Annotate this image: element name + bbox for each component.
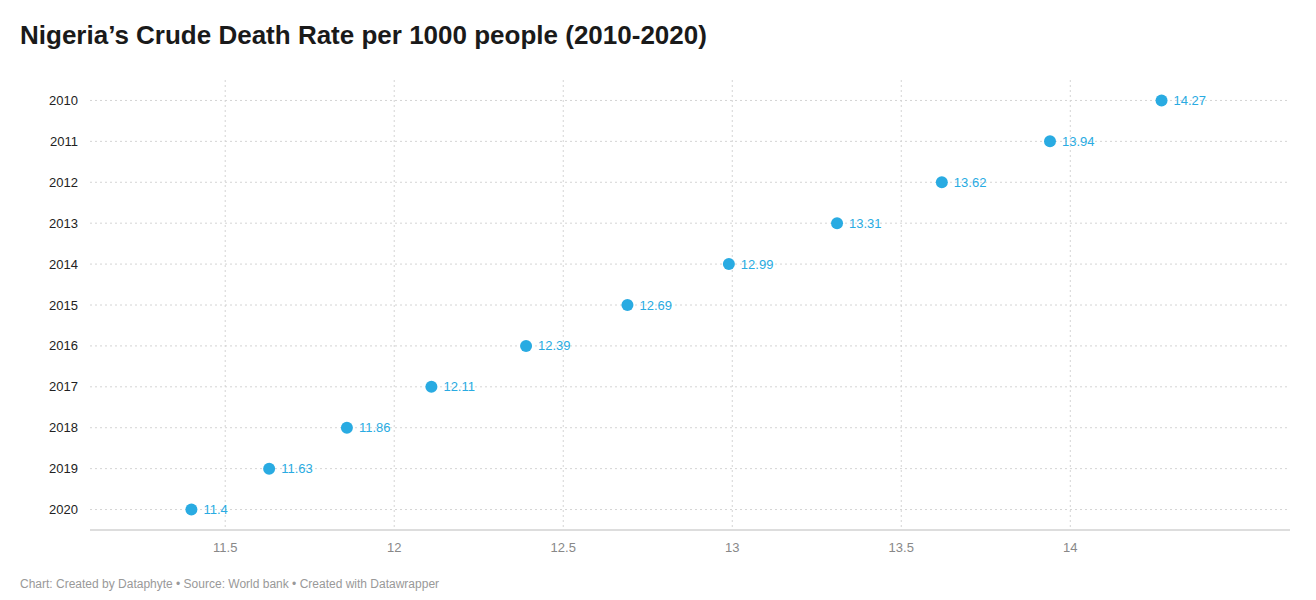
dot <box>425 381 437 393</box>
data-labels: 14.27 13.94 13.62 13.31 12.99 12.69 12.39 12.11… <box>203 93 1206 517</box>
dot <box>520 340 532 352</box>
row-line <box>90 264 1290 265</box>
category-label: 2012 <box>49 175 78 190</box>
category-label: 2011 <box>50 134 78 149</box>
tick-label: 13 <box>725 540 739 555</box>
row-line <box>90 305 1290 306</box>
dot <box>723 258 735 270</box>
chart-container: Nigeria’s Crude Death Rate per 1000 peop… <box>0 0 1316 600</box>
tick-label: 13.5 <box>889 540 914 555</box>
data-label: 14.27 <box>1174 93 1207 108</box>
grid <box>90 80 1290 530</box>
dot <box>263 463 275 475</box>
row-line <box>90 100 1290 101</box>
axes: 11.5 12 12.5 13 13.5 14 2010 2011 2012 2013 2014 20… <box>49 93 1290 555</box>
grid-line <box>394 80 395 530</box>
footer: Chart: Created by Dataphyte • Source: Wo… <box>20 577 439 591</box>
category-label: 2019 <box>49 461 78 476</box>
data-label: 12.99 <box>741 257 774 272</box>
category-label: 2020 <box>49 502 78 517</box>
tick-label: 11.5 <box>213 540 237 555</box>
row-line <box>90 386 1290 387</box>
row-line <box>90 345 1290 346</box>
data-label: 12.39 <box>538 338 571 353</box>
data-label: 12.69 <box>639 298 672 313</box>
category-label: 2016 <box>49 338 78 353</box>
data-label: 11.4 <box>203 502 227 517</box>
data-label: 13.62 <box>954 175 987 190</box>
category-label: 2013 <box>49 216 78 231</box>
axis-line <box>90 530 1290 531</box>
dot <box>185 504 197 516</box>
tick-label: 14 <box>1063 540 1077 555</box>
data-label: 13.94 <box>1062 134 1095 149</box>
category-label: 2018 <box>49 420 78 435</box>
row-line <box>90 427 1290 428</box>
dot <box>1156 94 1168 106</box>
grid-line <box>563 80 564 530</box>
data-label: 12.11 <box>443 379 475 394</box>
chart-svg: Nigeria’s Crude Death Rate per 1000 peop… <box>0 0 1316 600</box>
row-line <box>90 509 1290 510</box>
category-label: 2014 <box>49 257 78 272</box>
category-label: 2017 <box>49 379 78 394</box>
row-line <box>90 182 1290 183</box>
dot <box>1044 135 1056 147</box>
dot <box>936 176 948 188</box>
row-line <box>90 141 1290 142</box>
title: Nigeria’s Crude Death Rate per 1000 peop… <box>20 20 707 50</box>
data-label: 13.31 <box>849 216 882 231</box>
data-label: 11.63 <box>281 461 313 476</box>
category-label: 2015 <box>49 298 78 313</box>
tick-label: 12 <box>387 540 401 555</box>
dot <box>621 299 633 311</box>
dot <box>831 217 843 229</box>
row-line <box>90 223 1290 224</box>
category-label: 2010 <box>49 93 78 108</box>
tick-label: 12.5 <box>551 540 576 555</box>
marks <box>185 94 1167 515</box>
data-label: 11.86 <box>359 420 391 435</box>
dot <box>341 422 353 434</box>
